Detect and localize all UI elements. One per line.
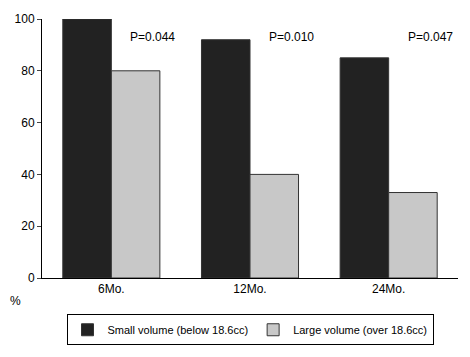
svg-text:24Mo.: 24Mo.	[372, 282, 405, 296]
svg-text:100: 100	[15, 12, 35, 26]
svg-text:40: 40	[21, 168, 35, 182]
svg-text:0: 0	[28, 271, 35, 285]
svg-text:P=0.044: P=0.044	[130, 30, 175, 44]
svg-text:Small volume (below 18.6cc): Small volume (below 18.6cc)	[108, 324, 249, 336]
svg-text:6Mo.: 6Mo.	[98, 282, 125, 296]
svg-text:20: 20	[21, 219, 35, 233]
svg-text:%: %	[10, 294, 21, 308]
svg-text:80: 80	[21, 64, 35, 78]
svg-text:P=0.010: P=0.010	[269, 30, 314, 44]
svg-text:60: 60	[21, 116, 35, 130]
svg-text:P=0.047: P=0.047	[408, 30, 453, 44]
svg-text:12Mo.: 12Mo.	[233, 282, 266, 296]
svg-text:Large volume (over 18.6cc): Large volume (over 18.6cc)	[293, 324, 427, 336]
